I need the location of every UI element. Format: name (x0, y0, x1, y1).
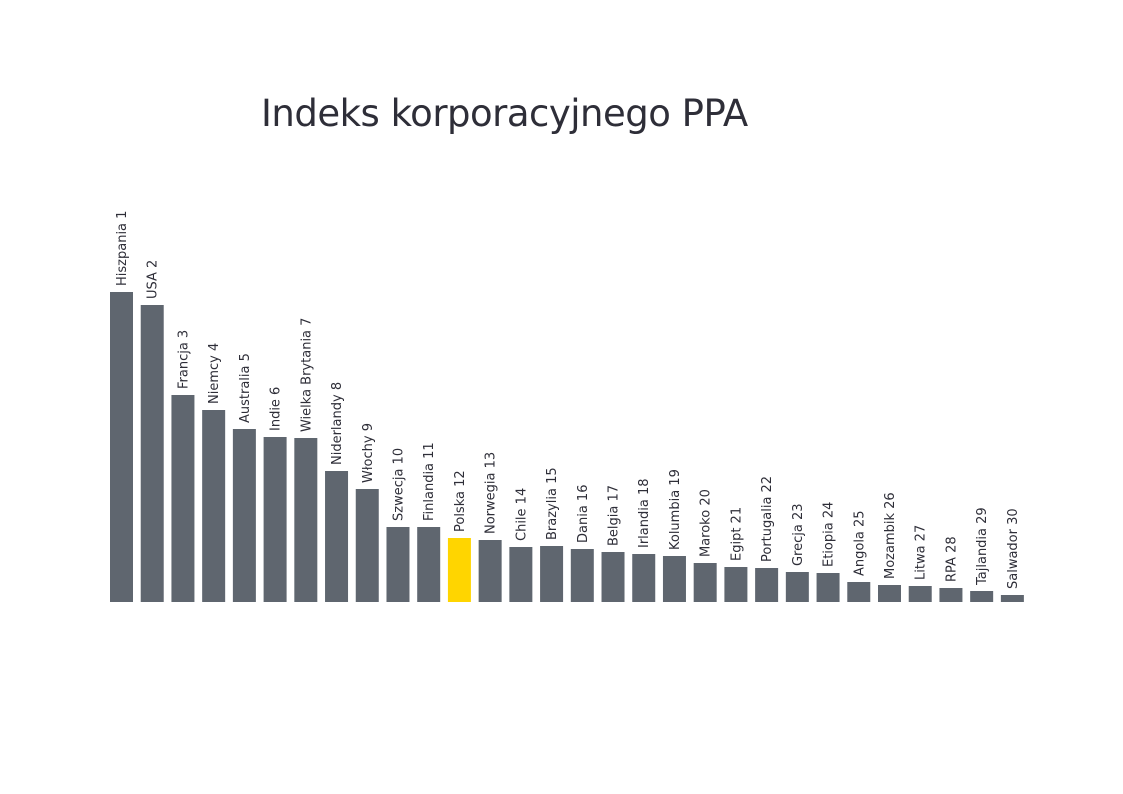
bar-28 (939, 588, 963, 602)
bar-label-23: Grecja 23 (791, 503, 806, 566)
bar-1 (110, 292, 133, 602)
bar-7 (294, 438, 318, 602)
bar-6 (263, 437, 287, 602)
bar-label-29: Tajlandia 29 (975, 507, 990, 586)
bars-group (110, 292, 1024, 602)
bar-label-15: Brazylia 15 (545, 467, 560, 540)
bar-label-24: Etiopia 24 (822, 502, 837, 567)
bar-15 (540, 546, 564, 602)
bar-11 (417, 527, 441, 602)
bar-label-5: Australia 5 (238, 353, 253, 423)
bar-2 (140, 305, 164, 602)
bar-20 (693, 563, 717, 602)
bar-14 (509, 547, 533, 602)
bar-label-18: Irlandia 18 (637, 478, 652, 548)
bar-label-8: Niderlandy 8 (330, 382, 345, 465)
bar-label-28: RPA 28 (944, 536, 959, 582)
bar-label-1: Hiszpania 1 (115, 211, 130, 286)
bar-labels-group: Hiszpania 1 USA 2 Francja 3 Niemcy 4 Austral… (115, 211, 1021, 589)
bar-22 (755, 568, 779, 602)
bar-16 (570, 549, 594, 602)
bar-19 (662, 556, 686, 602)
bar-25 (847, 582, 871, 602)
bar-27 (908, 586, 932, 602)
bar-label-7: Wielka Brytania 7 (299, 318, 314, 432)
bar-label-21: Egipt 21 (729, 507, 744, 561)
bar-29 (970, 591, 994, 602)
bar-label-27: Litwa 27 (914, 525, 929, 580)
bar-label-3: Francja 3 (176, 330, 191, 389)
bar-label-20: Maroko 20 (699, 489, 714, 557)
bar-10 (386, 527, 410, 602)
bar-label-19: Kolumbia 19 (668, 469, 683, 550)
bar-9 (355, 489, 379, 602)
bar-23 (785, 572, 809, 602)
bar-4 (202, 410, 226, 602)
bar-label-17: Belgia 17 (607, 485, 622, 546)
bar-label-30: Salwador 30 (1006, 508, 1021, 589)
bar-label-11: Finlandia 11 (422, 442, 437, 521)
chart-title: Indeks korporacyjnego PPA (261, 92, 748, 135)
bar-label-14: Chile 14 (514, 488, 529, 541)
bar-label-10: Szwecja 10 (391, 448, 406, 521)
bar-label-26: Mozambik 26 (883, 492, 898, 579)
bar-24 (816, 573, 840, 602)
bar-18 (632, 554, 656, 602)
bar-label-22: Portugalia 22 (760, 476, 775, 562)
bar-label-9: Włochy 9 (361, 423, 376, 483)
bar-label-12: Polska 12 (453, 470, 468, 532)
bar-label-16: Dania 16 (576, 485, 591, 543)
bar-13 (478, 540, 502, 602)
bar-label-25: Angola 25 (852, 510, 867, 576)
bar-26 (878, 585, 901, 602)
bar-label-4: Niemcy 4 (207, 343, 222, 404)
bar-5 (232, 429, 256, 602)
bar-3 (171, 395, 195, 602)
bar-12 (447, 538, 471, 602)
bar-30 (1000, 595, 1024, 602)
bar-21 (724, 567, 748, 602)
bar-label-6: Indie 6 (269, 387, 284, 431)
bar-label-13: Norwegia 13 (484, 452, 499, 534)
bar-8 (325, 471, 349, 602)
bar-label-2: USA 2 (146, 260, 161, 299)
bar-17 (601, 552, 625, 602)
